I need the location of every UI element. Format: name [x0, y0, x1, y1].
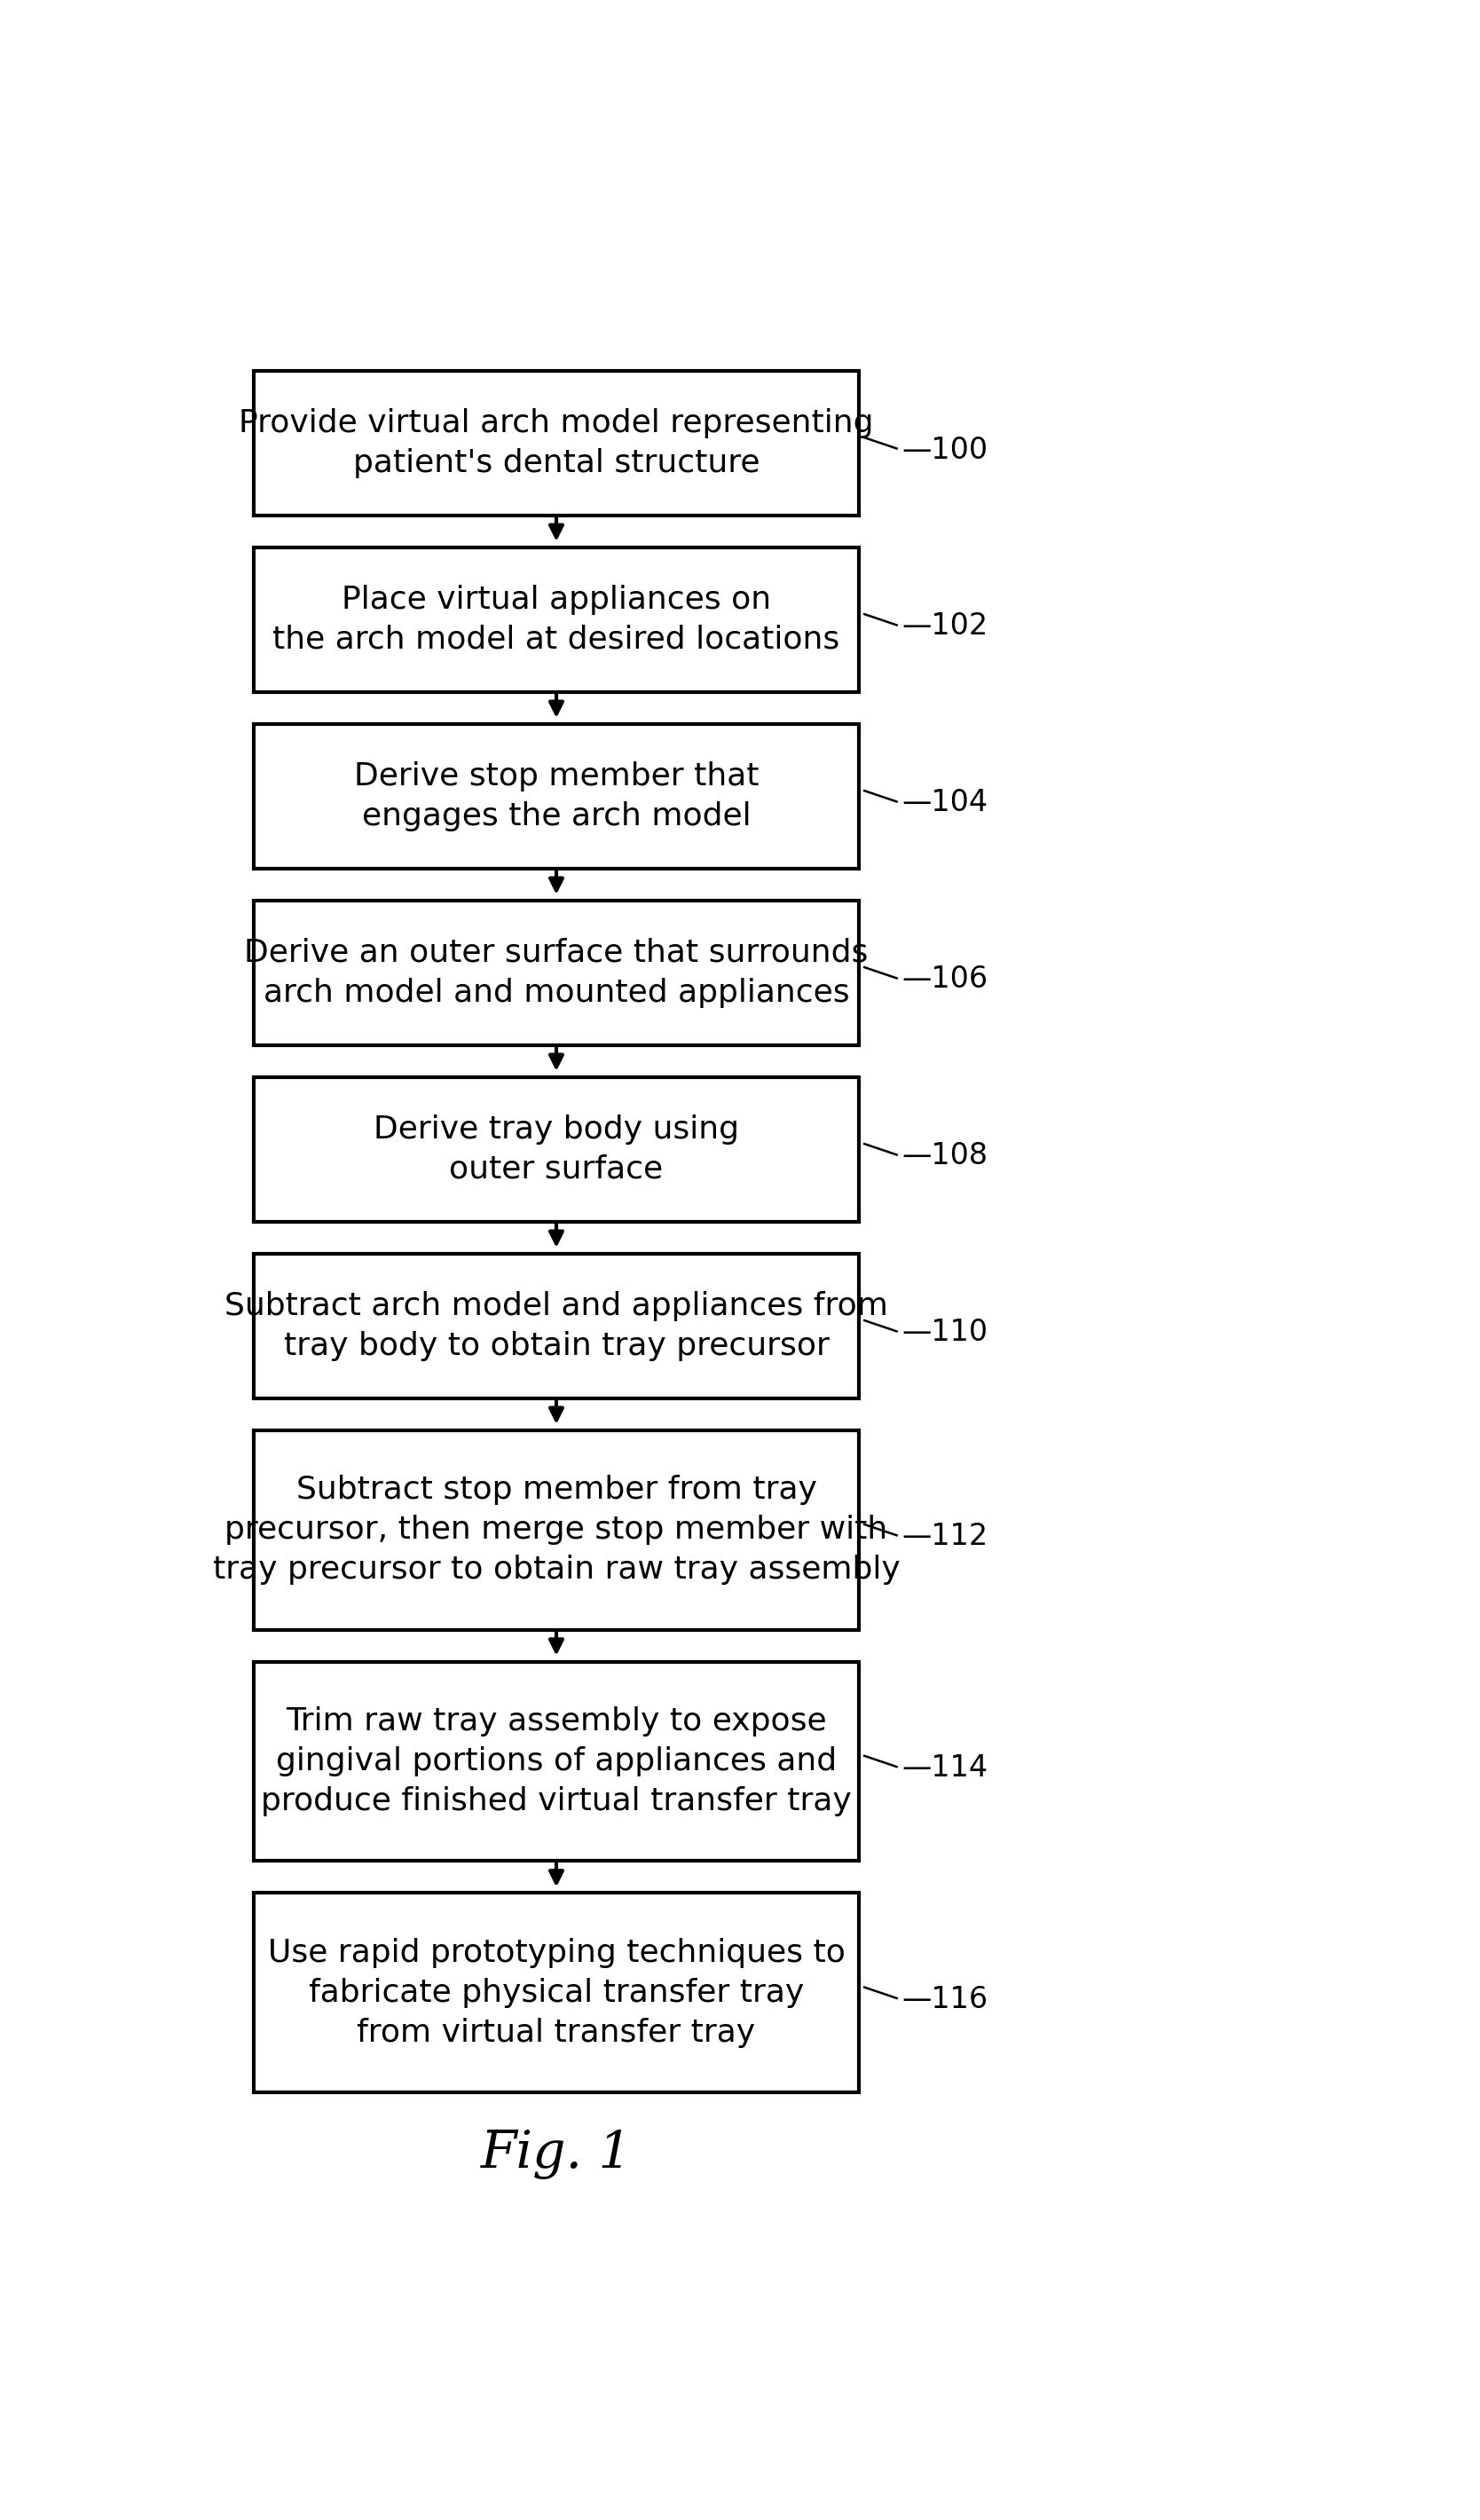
Text: Derive tray body using
outer surface: Derive tray body using outer surface: [373, 1114, 739, 1184]
Text: —108: —108: [901, 1142, 987, 1172]
Text: Provide virtual arch model representing
patient's dental structure: Provide virtual arch model representing …: [238, 408, 873, 479]
Text: Use rapid prototyping techniques to
fabricate physical transfer tray
from virtua: Use rapid prototyping techniques to fabr…: [268, 1938, 845, 2049]
Text: —104: —104: [901, 789, 987, 816]
Text: —100: —100: [901, 436, 987, 464]
Bar: [253, 723, 858, 869]
Text: —114: —114: [901, 1754, 987, 1782]
Bar: [253, 1252, 858, 1399]
Text: —102: —102: [901, 612, 987, 640]
Text: —116: —116: [901, 1986, 987, 2013]
Bar: [253, 1076, 858, 1222]
Text: Derive an outer surface that surrounds
arch model and mounted appliances: Derive an outer surface that surrounds a…: [244, 937, 869, 1008]
Text: Fig. 1: Fig. 1: [481, 2129, 632, 2180]
Text: Subtract stop member from tray
precursor, then merge stop member with
tray precu: Subtract stop member from tray precursor…: [213, 1474, 900, 1585]
Bar: [253, 900, 858, 1046]
Bar: [253, 1893, 858, 2092]
Text: —112: —112: [901, 1522, 987, 1552]
Text: —106: —106: [901, 965, 987, 995]
Bar: [253, 370, 858, 517]
Text: —110: —110: [901, 1318, 987, 1348]
Bar: [253, 1431, 858, 1630]
Text: Place virtual appliances on
the arch model at desired locations: Place virtual appliances on the arch mod…: [272, 585, 841, 655]
Text: Trim raw tray assembly to expose
gingival portions of appliances and
produce fin: Trim raw tray assembly to expose gingiva…: [260, 1706, 851, 1817]
Bar: [253, 1661, 858, 1862]
Text: Subtract arch model and appliances from
tray body to obtain tray precursor: Subtract arch model and appliances from …: [225, 1290, 888, 1361]
Text: Derive stop member that
engages the arch model: Derive stop member that engages the arch…: [354, 761, 759, 832]
Bar: [253, 547, 858, 693]
